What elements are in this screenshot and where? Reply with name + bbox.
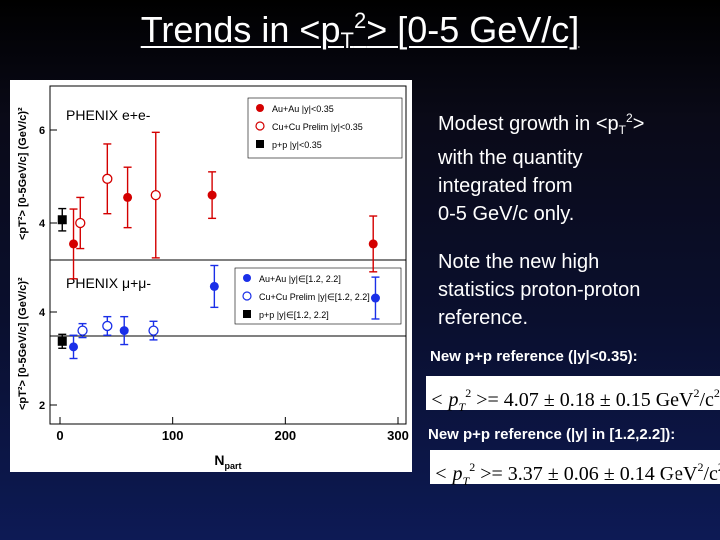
legend-marker bbox=[243, 310, 251, 318]
data-point bbox=[370, 293, 380, 303]
data-point bbox=[77, 325, 88, 336]
legend-marker bbox=[242, 291, 252, 301]
pt2-figure-svg: <pT²> [0-5GeV/c] (GeV/c)² <pT²> [0-5GeV/c… bbox=[17, 85, 409, 471]
growth-note-line4: 0-5 GeV/c only. bbox=[438, 203, 575, 225]
data-point bbox=[123, 192, 133, 202]
top-y-tick-label: 6 bbox=[39, 125, 45, 137]
x-axis-label: Npart bbox=[214, 452, 241, 471]
data-point bbox=[69, 239, 79, 249]
forward-reference-formula: < pT2 >= 3.37 ± 0.06 ± 0.14 GeV2/c2 bbox=[430, 450, 720, 488]
bottom-y-axis-label: <pT²> [0-5GeV/c] (GeV/c)² bbox=[17, 277, 29, 410]
legend-entry: Cu+Cu Prelim |y|∈[1.2, 2.2] bbox=[259, 292, 370, 302]
x-tick-label: 100 bbox=[162, 428, 184, 443]
page-number: 24 bbox=[662, 470, 678, 486]
legend-box bbox=[247, 97, 403, 159]
growth-note-line2: with the quantity bbox=[438, 147, 583, 169]
x-tick-label: 300 bbox=[387, 428, 409, 443]
growth-note-line1: Modest growth in <pT2> bbox=[438, 111, 645, 137]
proton-note-line1: Note the new high bbox=[438, 251, 600, 273]
data-point bbox=[119, 326, 129, 336]
legend-entry: Au+Au |y|∈[1.2, 2.2] bbox=[259, 274, 341, 284]
legend-entry: p+p |y|∈[1.2, 2.2] bbox=[259, 310, 329, 320]
data-point bbox=[102, 173, 113, 184]
data-point bbox=[57, 336, 67, 346]
midrapidity-reference-formula: < pT2 >= 4.07 ± 0.18 ± 0.15 GeV2/c2 bbox=[426, 376, 720, 414]
x-tick-label: 0 bbox=[56, 428, 63, 443]
data-point bbox=[57, 215, 67, 225]
pt2-figure: <pT²> [0-5GeV/c] (GeV/c)² <pT²> [0-5GeV/c… bbox=[10, 80, 412, 472]
data-point bbox=[148, 325, 159, 336]
legend-marker bbox=[256, 140, 264, 148]
bottom-y-tick-label: 4 bbox=[39, 307, 46, 319]
top-panel-label: PHENIX e+e- bbox=[66, 107, 151, 123]
top-panel-frame bbox=[49, 85, 407, 337]
bottom-y-tick-label: 2 bbox=[39, 400, 45, 412]
top-y-axis-label: <pT²> [0-5GeV/c] (GeV/c)² bbox=[17, 107, 29, 240]
legend-marker bbox=[256, 104, 264, 112]
data-point bbox=[207, 190, 217, 200]
midrapidity-reference-label: New p+p reference (|y|<0.35): bbox=[430, 348, 638, 365]
proton-note-line3: reference. bbox=[438, 307, 529, 329]
slide-title: Trends in <pT2> [0-5 GeV/c] bbox=[140, 8, 580, 53]
data-point bbox=[75, 217, 86, 229]
legend-marker bbox=[243, 274, 251, 282]
x-tick-label: 200 bbox=[274, 428, 296, 443]
proton-note-line2: statistics proton-proton bbox=[438, 279, 641, 301]
legend-marker bbox=[255, 121, 265, 131]
top-y-tick-label: 4 bbox=[39, 218, 46, 230]
data-point bbox=[368, 239, 378, 249]
proton-note: Note the new high statistics proton-prot… bbox=[438, 248, 640, 332]
legend-entry: p+p |y|<0.35 bbox=[272, 140, 322, 150]
data-point bbox=[209, 281, 219, 291]
growth-note-line3: integrated from bbox=[438, 175, 573, 197]
data-point bbox=[102, 320, 113, 332]
forward-reference-label: New p+p reference (|y| in [1.2,2.2]): bbox=[428, 426, 676, 443]
legend-entry: Au+Au |y|<0.35 bbox=[272, 104, 334, 114]
data-point bbox=[69, 342, 79, 352]
legend-entry: Cu+Cu Prelim |y|<0.35 bbox=[272, 122, 363, 132]
growth-note: Modest growth in <pT2> with the quantity… bbox=[438, 104, 644, 228]
data-point bbox=[150, 189, 161, 201]
bottom-panel-label: PHENIX μ+μ- bbox=[66, 275, 151, 291]
